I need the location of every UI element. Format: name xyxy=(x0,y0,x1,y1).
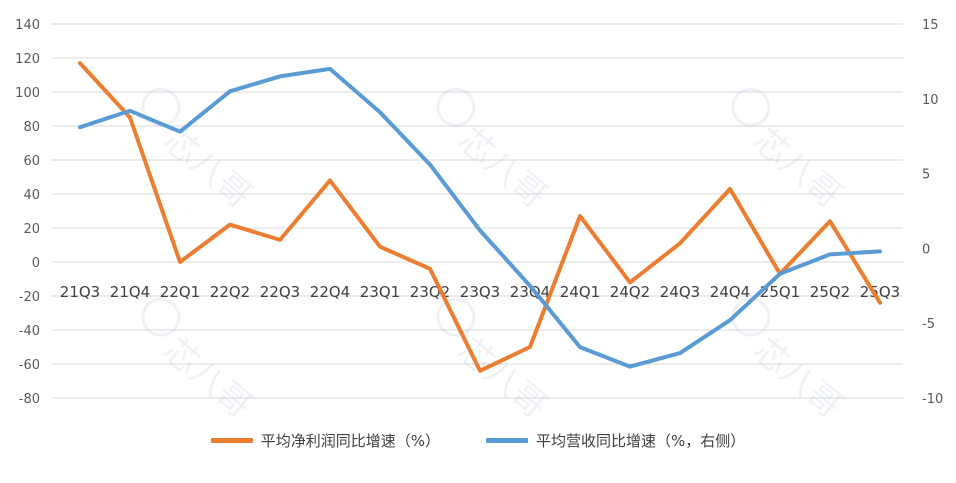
watermark-text: 芯八哥 xyxy=(745,120,849,216)
left-tick-label: 0 xyxy=(32,256,40,271)
legend-item-revenue[interactable]: 平均营收同比增速（%，右侧） xyxy=(486,430,745,451)
gridlines xyxy=(52,23,903,399)
left-tick-label: -60 xyxy=(19,358,40,373)
left-tick-label: -20 xyxy=(19,290,40,305)
x-tick-label: 23Q3 xyxy=(460,283,500,301)
x-tick-label: 25Q3 xyxy=(860,283,900,301)
left-tick-label: 20 xyxy=(23,222,40,237)
x-tick-label: 24Q2 xyxy=(610,283,650,301)
watermark: 芯八哥 xyxy=(731,297,849,427)
x-tick-label: 22Q4 xyxy=(310,283,350,301)
series-line-profit xyxy=(78,61,882,373)
watermark-text: 芯八哥 xyxy=(450,120,554,216)
watermark-text: 芯八哥 xyxy=(155,330,259,426)
watermark-logo xyxy=(731,87,771,127)
left-tick-label: 80 xyxy=(23,120,40,135)
x-tick-label: 21Q3 xyxy=(60,283,100,301)
right-tick-label: 15 xyxy=(922,18,939,33)
watermark-logo xyxy=(436,297,476,337)
legend-swatch-revenue xyxy=(486,437,528,443)
x-tick-label: 22Q3 xyxy=(260,283,300,301)
left-tick-label: 60 xyxy=(23,154,40,169)
left-tick-label: -40 xyxy=(19,324,40,339)
watermark-logo xyxy=(731,297,771,337)
x-tick-label: 21Q4 xyxy=(110,283,150,301)
left-tick-label: -80 xyxy=(19,392,40,407)
right-tick-label: 0 xyxy=(922,242,930,257)
x-tick-label: 24Q3 xyxy=(660,283,700,301)
legend-item-profit[interactable]: 平均净利润同比增速（%） xyxy=(210,430,440,451)
left-tick-label: 40 xyxy=(23,188,40,203)
x-tick-label: 25Q2 xyxy=(810,283,850,301)
watermark: 芯八哥 xyxy=(436,87,554,217)
legend-swatch-profit xyxy=(210,437,253,443)
left-tick-label: 100 xyxy=(15,86,40,101)
watermark: 芯八哥 xyxy=(141,87,259,217)
x-tick-label: 24Q1 xyxy=(560,283,600,301)
legend-label-profit: 平均净利润同比增速（%） xyxy=(260,431,440,450)
left-tick-label: 140 xyxy=(15,18,40,33)
left-axis-ticks: 140 120 100 80 60 40 20 0 -20 -40 -60 -80 xyxy=(15,18,40,407)
watermark: 芯八哥 xyxy=(141,297,259,427)
x-tick-label: 23Q1 xyxy=(360,283,400,301)
watermark-text: 芯八哥 xyxy=(745,330,849,426)
x-tick-label: 25Q1 xyxy=(760,283,800,301)
legend: 平均净利润同比增速（%） 平均营收同比增速（%，右侧） xyxy=(0,425,956,455)
x-tick-label: 22Q2 xyxy=(210,283,250,301)
watermark-logo xyxy=(141,297,181,337)
series-lines xyxy=(78,61,882,373)
watermark-text: 芯八哥 xyxy=(155,120,259,216)
right-tick-label: 10 xyxy=(922,93,939,108)
right-axis-ticks: 15 10 5 0 -5 -10 xyxy=(922,18,943,407)
left-tick-label: 120 xyxy=(15,52,40,67)
x-tick-label: 22Q1 xyxy=(160,283,200,301)
right-tick-label: -10 xyxy=(922,392,943,407)
legend-label-revenue: 平均营收同比增速（%，右侧） xyxy=(536,431,746,450)
right-tick-label: -5 xyxy=(922,317,935,332)
x-tick-label: 24Q4 xyxy=(710,283,750,301)
watermark-logo xyxy=(436,87,476,127)
x-axis-ticks: 21Q3 21Q4 22Q1 22Q2 22Q3 22Q4 23Q1 23Q2 23Q3 23Q4… xyxy=(60,283,900,301)
series-line-revenue xyxy=(78,66,882,369)
right-tick-label: 5 xyxy=(922,168,930,183)
